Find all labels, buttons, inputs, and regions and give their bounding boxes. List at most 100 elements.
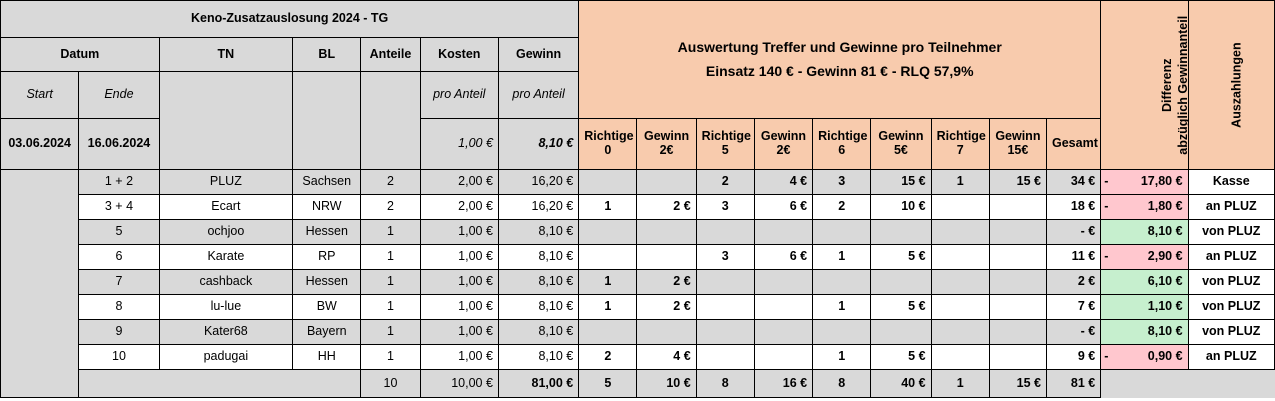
win-6: 10 €	[870, 194, 932, 220]
row-number: 3 + 4	[78, 194, 160, 220]
totals-end-spacer	[1100, 369, 1275, 398]
sub-header-bottom: 2€	[659, 143, 674, 157]
hits-5: 3	[695, 244, 755, 270]
hits-6	[812, 269, 872, 295]
difference: - 1,80 €	[1100, 194, 1189, 220]
participant-name: cashback	[158, 269, 294, 295]
table-row: 5 ochjoo Hessen 1 1,00 €8,10 € - €8,10 € von P…	[1, 219, 1275, 245]
hits-7: 1	[930, 169, 990, 195]
difference: 1,10 €	[1100, 294, 1189, 320]
row-total: - €	[1045, 219, 1102, 245]
payout: von PLUZ	[1187, 219, 1275, 245]
payout: Kasse	[1187, 169, 1275, 195]
differenz-sublabel: abzüglich Gewinnanteil	[1176, 15, 1189, 155]
hits-0	[578, 169, 638, 195]
difference: 8,10 €	[1100, 319, 1189, 345]
table-row: 7 cashback Hessen 1 1,00 €8,10 €1 2 €2 €6,10 …	[1, 269, 1275, 295]
totals-row: 10 10,00 €81,00 €5 10 €8 16 €8 40 €1 15 €81 €	[1, 369, 1275, 398]
cost-per-share: 1,00 €	[419, 118, 499, 170]
participant-name: lu-lue	[158, 294, 294, 320]
win-0: 2 €	[636, 194, 697, 220]
win-6	[870, 219, 932, 245]
total-shares: 10	[360, 369, 421, 398]
hits-7	[930, 244, 990, 270]
participant-name: Karate	[158, 244, 294, 270]
sub-header-top: Richtige	[584, 129, 634, 144]
difference: - 0,90 €	[1100, 344, 1189, 370]
hits-0	[578, 244, 638, 270]
hits-5: 2	[695, 169, 755, 195]
win-0	[636, 169, 697, 195]
kosten-pro-anteil-label: pro Anteil	[419, 71, 499, 119]
hits-7	[930, 344, 990, 370]
left-spacer	[0, 169, 80, 398]
difference-value: 2,90 €	[1147, 249, 1183, 264]
winnings: 8,10 €	[497, 219, 580, 245]
win-0	[636, 244, 697, 270]
win-6: 5 €	[870, 344, 932, 370]
kosten-header: Kosten	[419, 37, 499, 72]
sub-header-bottom: 7	[956, 143, 964, 157]
table-row: 9 Kater68 Bayern 1 1,00 €8,10 € - €8,10 € von …	[1, 319, 1275, 345]
sub-header-top: Gewinn	[643, 129, 690, 144]
hits-5	[695, 294, 755, 320]
row-number: 7	[78, 269, 160, 295]
sub-header-3: Gewinn 2€	[753, 118, 814, 170]
gesamt-header: Gesamt	[1045, 118, 1102, 170]
shares: 2	[360, 194, 421, 220]
state: Hessen	[292, 219, 362, 245]
cost: 1,00 €	[419, 294, 499, 320]
cost: 1,00 €	[419, 219, 499, 245]
state: RP	[292, 244, 362, 270]
win-6: 5 €	[870, 244, 932, 270]
row-total: 2 €	[1045, 269, 1102, 295]
sub-header-1: Gewinn 2€	[636, 118, 697, 170]
grand-total: 81 €	[1045, 369, 1102, 398]
sub-header-2: Richtige 5	[695, 118, 755, 170]
sub-header-bottom: 0	[604, 143, 612, 157]
win-7	[988, 269, 1048, 295]
shares: 1	[360, 319, 421, 345]
winnings: 8,10 €	[497, 294, 580, 320]
total-hits-5: 8	[695, 369, 755, 398]
winnings: 8,10 €	[497, 319, 580, 345]
sub-header-4: Richtige 6	[812, 118, 872, 170]
hits-0	[578, 319, 638, 345]
hits-0: 2	[578, 344, 638, 370]
row-number: 10	[78, 344, 160, 370]
hits-6	[812, 219, 872, 245]
difference-value: 6,10 €	[1147, 274, 1183, 289]
win-0: 2 €	[636, 294, 697, 320]
row-total: - €	[1045, 319, 1102, 345]
row-number: 8	[78, 294, 160, 320]
cost: 2,00 €	[419, 169, 499, 195]
start-label: Start	[0, 71, 80, 119]
win-5: 6 €	[753, 194, 814, 220]
row-total: 18 €	[1045, 194, 1102, 220]
cost: 2,00 €	[419, 194, 499, 220]
winnings: 16,20 €	[497, 169, 580, 195]
shares: 1	[360, 244, 421, 270]
hits-0: 1	[578, 194, 638, 220]
win-5	[753, 294, 814, 320]
sub-header-5: Gewinn 5€	[870, 118, 932, 170]
payout: von PLUZ	[1187, 294, 1275, 320]
hits-6: 1	[812, 344, 872, 370]
hits-7	[930, 269, 990, 295]
auswertung-title: Auswertung Treffer und Gewinne pro Teiln…	[677, 38, 1002, 55]
payout: von PLUZ	[1187, 319, 1275, 345]
shares: 1	[360, 294, 421, 320]
shares: 1	[360, 269, 421, 295]
tn-header-spacer	[158, 71, 294, 170]
total-cost: 10,00 €	[419, 369, 499, 398]
difference-value: 1,80 €	[1147, 199, 1183, 214]
sub-header-top: Gewinn	[995, 129, 1041, 144]
anteile-header: Anteile	[360, 37, 421, 72]
sub-header-bottom: 15€	[1007, 143, 1029, 157]
difference: 6,10 €	[1100, 269, 1189, 295]
hits-0	[578, 219, 638, 245]
totals-spacer	[78, 369, 362, 398]
state: HH	[292, 344, 362, 370]
win-7	[988, 294, 1048, 320]
